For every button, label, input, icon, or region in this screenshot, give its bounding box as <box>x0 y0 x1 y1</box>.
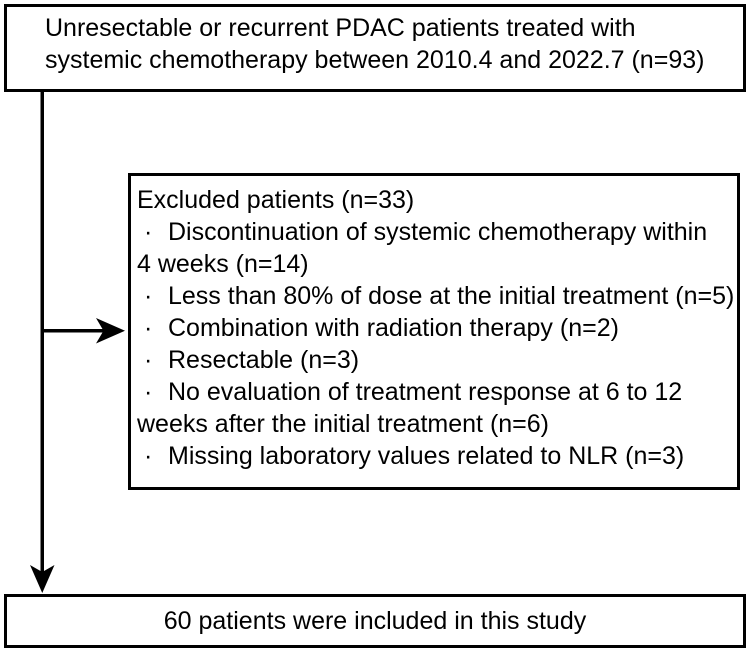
excluded-box: Excluded patients (n=33) · Discontinuatio… <box>128 173 740 490</box>
enrollment-box: Unresectable or recurrent PDAC patients … <box>4 4 746 92</box>
bullet-icon: · <box>144 314 153 342</box>
excluded-item-text: Discontinuation of systemic chemotherapy… <box>168 218 708 246</box>
excluded-item: · No evaluation of treatment response at … <box>137 376 733 408</box>
excluded-item-text: Missing laboratory values related to NLR… <box>168 442 685 470</box>
bullet-icon: · <box>144 282 153 310</box>
included-box: 60 patients were included in this study <box>4 594 746 648</box>
excluded-item-continuation: weeks after the initial treatment (n=6) <box>137 410 549 438</box>
excluded-title: Excluded patients (n=33) <box>137 186 415 214</box>
included-text: 60 patients were included in this study <box>163 606 587 635</box>
excluded-item-text: Less than 80% of dose at the initial tre… <box>168 282 735 310</box>
excluded-item-continuation: 4 weeks (n=14) <box>137 250 309 278</box>
bullet-icon: · <box>144 346 153 374</box>
excluded-item: · Discontinuation of systemic chemotherap… <box>137 216 733 248</box>
bullet-icon: · <box>144 378 153 406</box>
excluded-item-text: Combination with radiation therapy (n=2) <box>168 314 619 342</box>
enrollment-text-line1: Unresectable or recurrent PDAC patients … <box>45 14 636 42</box>
excluded-item: · Less than 80% of dose at the initial tr… <box>137 280 735 312</box>
excluded-item: · Missing laboratory values related to NL… <box>137 440 733 472</box>
bullet-icon: · <box>144 442 153 470</box>
down-arrowhead-icon <box>30 565 55 593</box>
excluded-item: · Resectable (n=3) <box>137 344 733 376</box>
excluded-item-text: No evaluation of treatment response at 6… <box>168 378 683 406</box>
right-arrowhead-icon <box>96 318 125 344</box>
enrollment-text-line2: systemic chemotherapy between 2010.4 and… <box>45 46 705 74</box>
bullet-icon: · <box>144 218 153 246</box>
excluded-item-text: Resectable (n=3) <box>168 346 360 374</box>
excluded-item: · Combination with radiation therapy (n=2… <box>137 312 733 344</box>
